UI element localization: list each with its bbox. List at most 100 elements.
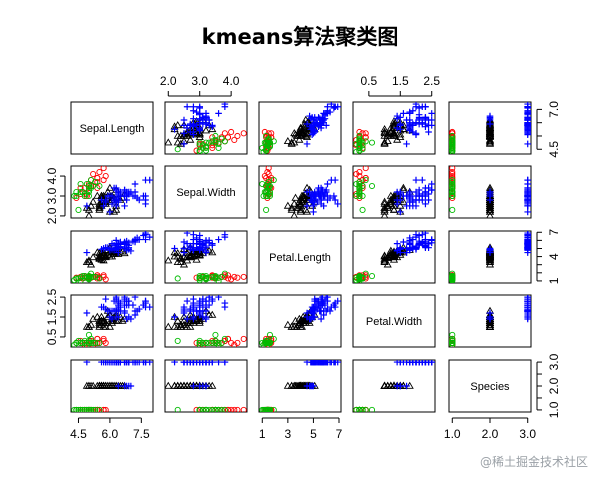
point-plus <box>393 240 401 247</box>
point-plus <box>196 127 204 134</box>
point-triangle <box>485 205 495 213</box>
point-plus <box>422 103 429 111</box>
point-triangle <box>485 201 495 209</box>
left-axis-sepal-width: 2.0 3.0 4.0 <box>45 167 66 224</box>
point-circle <box>224 406 232 412</box>
point-circle <box>212 339 219 346</box>
points-layer <box>259 360 341 412</box>
point-plus <box>324 103 331 111</box>
point-plus <box>146 233 153 241</box>
point-circle <box>449 173 456 180</box>
point-plus <box>422 184 429 192</box>
point-circle <box>240 273 247 280</box>
point-triangle <box>93 248 102 256</box>
right-axis-sepal-length: 4.5 7.0 <box>536 101 561 158</box>
diagonal-label: Petal.Width <box>366 316 422 328</box>
point-triangle <box>291 316 300 324</box>
point-circle <box>449 182 456 190</box>
point-plus <box>393 382 401 390</box>
point-circle <box>449 339 456 346</box>
point-triangle <box>485 203 495 211</box>
point-circle <box>353 171 360 178</box>
panel-frame <box>258 230 342 284</box>
points-layer <box>259 102 341 154</box>
point-triangle <box>183 322 192 330</box>
point-triangle <box>297 316 306 324</box>
point-circle <box>221 337 228 344</box>
points-layer <box>449 166 531 218</box>
point-plus <box>123 382 130 390</box>
point-circle <box>202 274 210 281</box>
point-circle <box>353 190 360 198</box>
point-plus <box>307 115 315 122</box>
point-plus <box>425 128 432 136</box>
point-triangle <box>389 201 399 209</box>
point-triangle <box>296 205 305 213</box>
point-plus <box>183 231 191 237</box>
left-axis-petal-width: 0.5 1.5 2.5 <box>45 288 66 345</box>
point-triangle <box>380 205 389 213</box>
point-triangle <box>386 199 395 207</box>
point-plus <box>422 360 429 366</box>
point-triangle <box>389 129 399 137</box>
point-circle <box>234 406 241 412</box>
point-plus <box>428 116 435 124</box>
point-triangle <box>389 249 399 257</box>
point-plus <box>117 360 124 366</box>
panel-petal-width-vs-species <box>448 294 532 348</box>
point-circle <box>196 339 203 346</box>
panel-frame <box>70 294 154 348</box>
point-plus <box>328 102 335 108</box>
point-circle <box>449 192 456 200</box>
point-plus <box>110 297 118 305</box>
point-circle <box>221 270 228 277</box>
point-circle <box>85 274 92 281</box>
point-plus <box>425 196 432 204</box>
point-circle <box>356 184 363 192</box>
point-plus <box>180 245 188 252</box>
point-circle <box>75 337 82 344</box>
point-plus <box>135 360 143 366</box>
point-circle <box>224 275 232 282</box>
point-triangle <box>296 207 305 215</box>
point-triangle <box>305 318 314 326</box>
panel-frame <box>164 165 248 219</box>
point-circle <box>359 139 366 146</box>
point-triangle <box>485 318 495 326</box>
point-triangle <box>114 249 123 257</box>
point-triangle <box>165 256 173 264</box>
point-triangle <box>84 256 94 264</box>
panel-petal-width-vs-sepal-length <box>70 294 154 348</box>
point-circle <box>96 406 103 412</box>
points-layer <box>165 231 247 283</box>
point-circle <box>224 272 232 279</box>
point-circle <box>449 331 456 339</box>
point-triangle <box>396 201 405 209</box>
chart-title: kmeans算法聚类图 <box>202 25 399 49</box>
point-plus <box>208 360 216 366</box>
point-triangle <box>485 251 495 259</box>
points-layer <box>449 295 531 347</box>
tick-label: 4.5 <box>547 141 561 158</box>
tick-label: 0.5 <box>45 328 59 345</box>
point-plus <box>221 233 229 241</box>
point-triangle <box>292 203 301 211</box>
point-plus <box>428 186 435 194</box>
point-circle <box>234 339 241 346</box>
point-triangle <box>380 127 389 135</box>
panel-frame <box>352 294 436 348</box>
point-triangle <box>95 205 104 213</box>
point-circle <box>259 144 266 151</box>
point-circle <box>215 339 222 346</box>
point-circle <box>356 192 363 200</box>
point-plus <box>403 382 410 390</box>
panel-frame <box>352 230 436 284</box>
point-circle <box>231 273 238 280</box>
point-plus <box>320 110 327 117</box>
tick-label: 1.5 <box>392 74 409 88</box>
point-plus <box>108 315 116 323</box>
point-plus <box>486 115 494 122</box>
point-plus <box>83 249 91 256</box>
point-circle <box>96 275 103 282</box>
point-plus <box>171 245 178 252</box>
